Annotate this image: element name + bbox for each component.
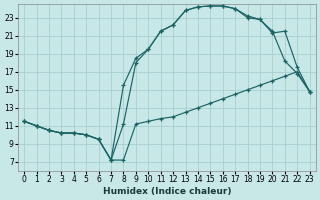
X-axis label: Humidex (Indice chaleur): Humidex (Indice chaleur) xyxy=(103,187,231,196)
